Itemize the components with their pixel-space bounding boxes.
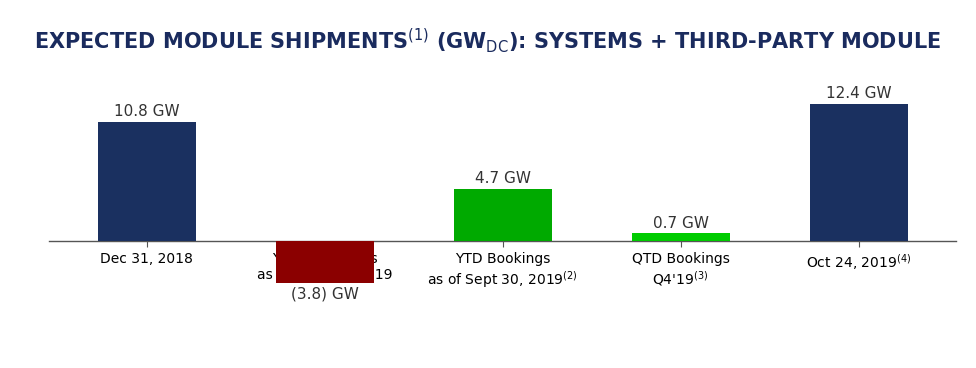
Text: 4.7 GW: 4.7 GW <box>474 171 531 186</box>
Bar <box>810 104 908 241</box>
Text: 0.7 GW: 0.7 GW <box>653 216 709 231</box>
Text: EXPECTED MODULE SHIPMENTS$^{(1)}$ (GW$_{\mathsf{DC}}$): SYSTEMS + THIRD-PARTY MO: EXPECTED MODULE SHIPMENTS$^{(1)}$ (GW$_{… <box>34 26 942 54</box>
Text: 10.8 GW: 10.8 GW <box>114 104 180 119</box>
Text: (3.8) GW: (3.8) GW <box>291 286 358 301</box>
Bar <box>454 189 551 241</box>
Bar <box>98 122 195 241</box>
Bar <box>276 241 374 283</box>
Bar <box>631 233 730 241</box>
Text: 12.4 GW: 12.4 GW <box>826 86 891 102</box>
